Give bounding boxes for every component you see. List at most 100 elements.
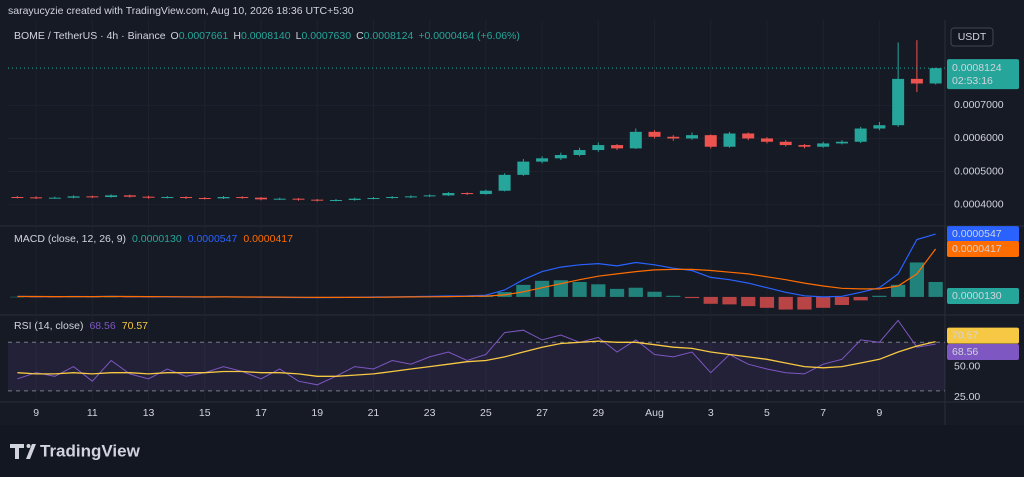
histogram-bar — [534, 280, 550, 297]
histogram-bar — [741, 296, 756, 307]
legend-value: 0.0008124 — [364, 30, 414, 42]
chart-area — [0, 0, 1024, 425]
countdown: 02:53:16 — [952, 75, 993, 87]
candle-body — [348, 198, 361, 201]
candle-body — [667, 136, 680, 139]
y-tick-label: 25.00 — [954, 391, 980, 403]
histogram-bar — [759, 296, 775, 308]
histogram-bar — [703, 296, 718, 304]
histogram-bar — [516, 284, 531, 297]
last-value-tag-bg — [947, 287, 1019, 304]
candle-body — [161, 197, 174, 199]
candle-body — [67, 196, 80, 198]
candle-body — [573, 150, 586, 155]
candle-body — [198, 198, 211, 200]
histogram-bar — [10, 296, 25, 298]
x-tick-label: 21 — [368, 407, 380, 419]
price-tag-bg — [947, 59, 1019, 90]
candle-body — [461, 193, 474, 195]
candle-body — [873, 125, 886, 129]
legend-value: 0.0000547 — [188, 233, 238, 245]
x-tick-label: 7 — [820, 407, 826, 419]
y-tick-label: 0.0007000 — [954, 99, 1004, 111]
x-tick-label: 9 — [876, 407, 882, 419]
histogram-bar — [834, 296, 850, 305]
legend-key: H — [233, 30, 241, 42]
last-value-tag: 0.0000130 — [952, 290, 1002, 302]
candle-body — [760, 138, 773, 142]
candle-body — [798, 145, 811, 147]
last-value-tag-bg — [947, 327, 1019, 344]
last-value-tag-bg — [947, 344, 1019, 361]
candle-body — [611, 145, 624, 149]
legend-key: O — [171, 30, 179, 42]
x-tick-label: 29 — [592, 407, 604, 419]
histogram-bar — [591, 284, 606, 297]
legend-value: 0.0000417 — [243, 233, 293, 245]
candle-body — [86, 196, 99, 198]
legend-value: 0.0000130 — [132, 233, 182, 245]
y-tick-label: 0.0006000 — [954, 132, 1004, 144]
candle-body — [929, 68, 942, 84]
candle-body — [479, 190, 492, 195]
y-tick-label: 0.0005000 — [954, 165, 1004, 177]
candle-body — [217, 197, 230, 199]
legend: MACD (close, 12, 26, 9) 0.0000130 0.000054… — [14, 233, 293, 245]
legend: BOME / TetherUS · 4h · Binance O0.0007661… — [14, 30, 520, 42]
histogram-bar — [797, 296, 812, 310]
x-tick-label: 9 — [33, 407, 39, 419]
last-value-tag: 0.0000417 — [952, 243, 1002, 255]
histogram-bar — [722, 296, 737, 305]
rsi-line — [17, 340, 936, 377]
x-tick-label: 25 — [480, 407, 492, 419]
candle-body — [254, 197, 267, 200]
currency-button[interactable] — [950, 27, 994, 47]
candle-body — [105, 195, 118, 198]
candle-body — [648, 131, 661, 137]
histogram-bar — [853, 296, 868, 301]
histogram-bar — [909, 262, 925, 297]
x-tick-label: 19 — [311, 407, 323, 419]
legend-value: 0.0007661 — [179, 30, 229, 42]
histogram-bar — [609, 288, 625, 297]
legend-value: 68.56 — [89, 320, 115, 332]
candle-body — [817, 143, 830, 147]
macd-line — [17, 248, 937, 298]
legend: RSI (14, close) 68.56 70.57 — [14, 320, 148, 332]
candle-body — [892, 78, 905, 126]
x-tick-label: 11 — [87, 407, 98, 419]
candle-body — [498, 174, 511, 191]
legend-title: RSI (14, close) — [14, 320, 83, 332]
candle-body — [30, 197, 43, 199]
currency[interactable]: USDT — [958, 31, 987, 43]
candle-body — [910, 78, 923, 84]
legend-change: +0.0000464 (+6.06%) — [418, 30, 520, 42]
candle-body — [742, 133, 755, 139]
candle-body — [779, 141, 792, 146]
candle-body — [686, 135, 699, 139]
candle-body — [180, 197, 193, 199]
candle-body — [236, 197, 249, 199]
candle-body — [367, 198, 380, 200]
candle-body — [386, 197, 399, 199]
rsi-band — [8, 342, 945, 391]
x-tick-label: 5 — [764, 407, 770, 419]
histogram-bar — [891, 284, 906, 297]
brand: TradingView — [40, 441, 141, 460]
candle-body — [554, 154, 567, 159]
candle-body — [629, 131, 642, 149]
last-value-tag: 70.57 — [952, 329, 978, 341]
x-tick-label: 17 — [255, 407, 267, 419]
candle-body — [723, 133, 736, 147]
candle-body — [329, 200, 342, 202]
candle-body — [835, 141, 848, 144]
candle-body — [442, 193, 455, 196]
y-tick-label: 50.00 — [954, 360, 980, 372]
legend-title: BOME / TetherUS · 4h · Binance — [14, 30, 166, 42]
candle-body — [48, 197, 61, 199]
legend-title: MACD (close, 12, 26, 9) — [14, 233, 126, 245]
header: sarayucyzie created with TradingView.com… — [8, 5, 354, 17]
histogram-bar — [666, 295, 681, 297]
price-tag: 0.0008124 — [952, 62, 1002, 74]
